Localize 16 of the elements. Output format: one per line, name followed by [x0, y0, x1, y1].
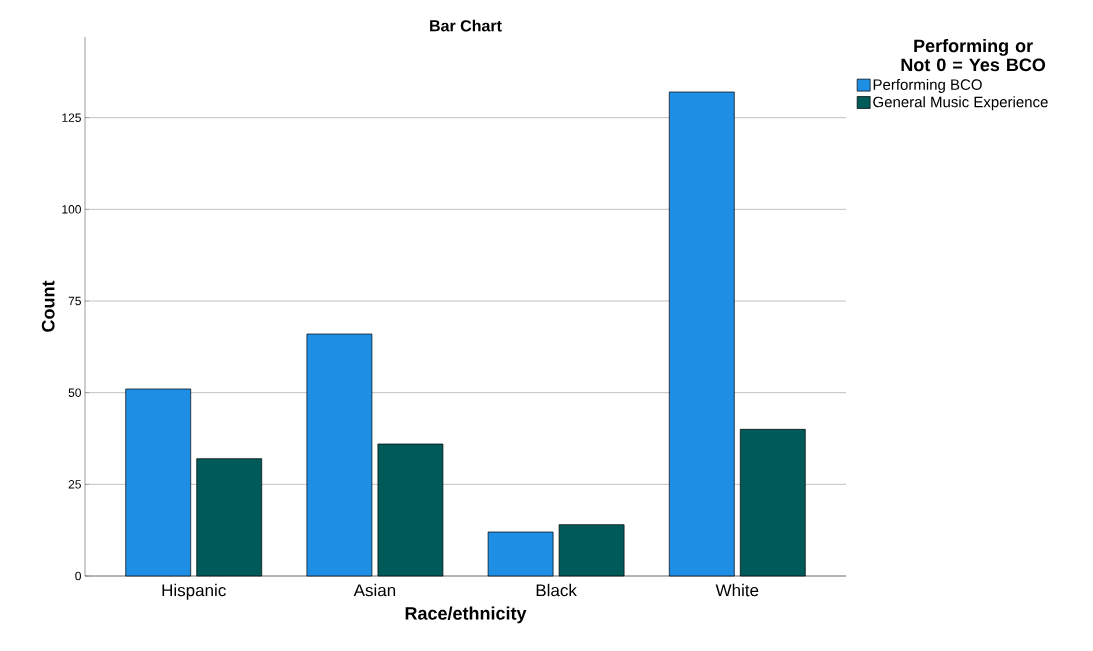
y-tick-label: 0 — [75, 571, 81, 581]
y-axis-title: Count — [41, 280, 55, 332]
x-tick-label: Hispanic — [162, 583, 226, 600]
chart-title: Bar Chart — [430, 19, 502, 32]
y-tick-label: 50 — [68, 388, 81, 397]
legend-label: Performing BCO — [873, 78, 982, 93]
y-tick-label: 100 — [62, 205, 81, 214]
y-tick-label: 125 — [62, 113, 81, 122]
x-tick-label: Black — [536, 583, 577, 597]
legend-label: General Music Experience — [873, 96, 1048, 111]
y-tick-label: 75 — [68, 296, 81, 306]
legend-title: Performing or Not 0 = Yes BCO — [901, 38, 1046, 72]
x-tick-label: White — [715, 583, 759, 597]
y-tick-label: 25 — [68, 480, 81, 489]
x-axis-title: Race/ethnicity — [405, 606, 527, 624]
x-tick-label: Asian — [353, 583, 396, 597]
